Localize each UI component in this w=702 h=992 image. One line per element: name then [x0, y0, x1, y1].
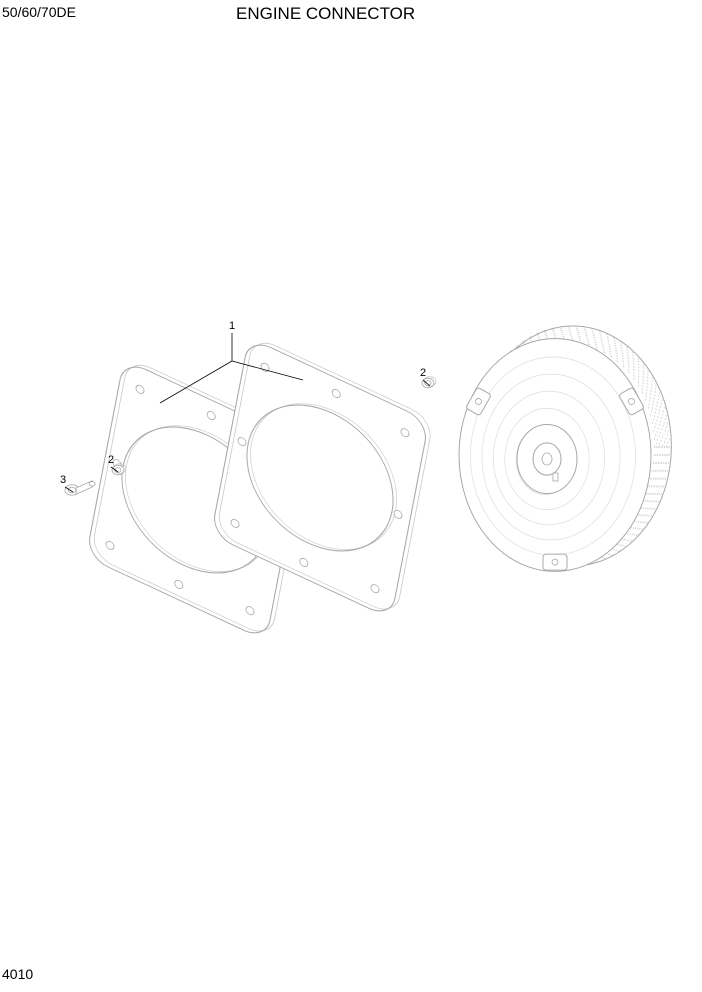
callout-1: 1 [229, 320, 235, 332]
callout-3: 3 [60, 474, 66, 486]
callout-2: 2 [420, 367, 426, 379]
callout-2: 2 [108, 454, 114, 466]
exploded-diagram [0, 0, 702, 992]
